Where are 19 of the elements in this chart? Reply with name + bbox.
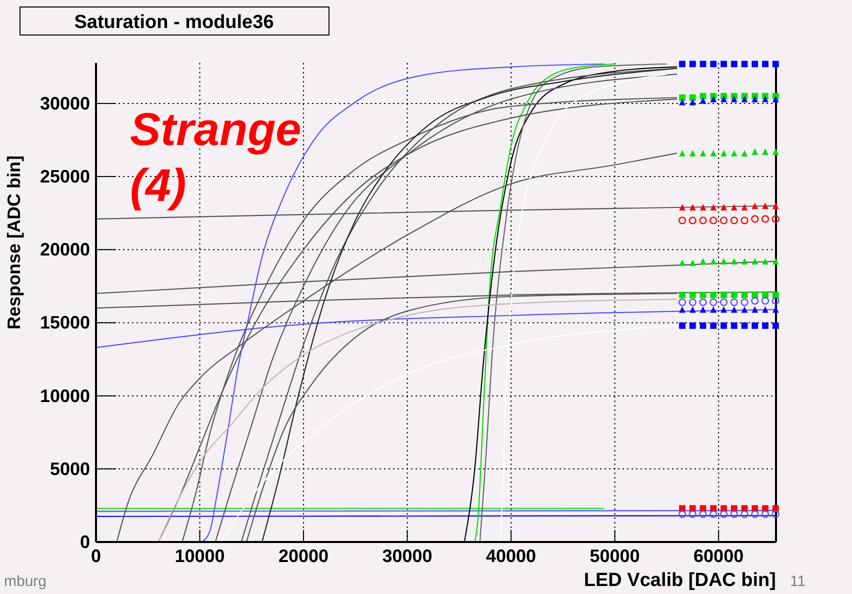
x-tick-label: 40000 [486, 546, 536, 566]
x-tick-label: 10000 [174, 546, 225, 566]
chart-title: Saturation - module36 [74, 12, 274, 33]
x-tick-label: 60000 [694, 546, 744, 566]
y-tick-label: 30000 [40, 93, 90, 114]
x-tick-label: 50000 [590, 546, 640, 566]
y-tick-label: 20000 [40, 240, 90, 260]
annotation: Strange (4) [130, 103, 302, 211]
y-tick-label: 15000 [40, 312, 90, 333]
x-tick-label: 30000 [382, 546, 432, 566]
x-axis-title: LED Vcalib [DAC bin] [584, 570, 776, 591]
y-tick-label: 5000 [50, 458, 90, 479]
x-tick-label: 20000 [278, 546, 329, 566]
text: 11 [790, 573, 806, 590]
y-axis-title: Response [ADC bin] [4, 155, 24, 330]
y-tick-label: 10000 [40, 386, 90, 406]
y-tick-label: 0 [80, 532, 90, 552]
text: mburg [4, 573, 47, 590]
y-tick-label: 25000 [40, 166, 90, 187]
